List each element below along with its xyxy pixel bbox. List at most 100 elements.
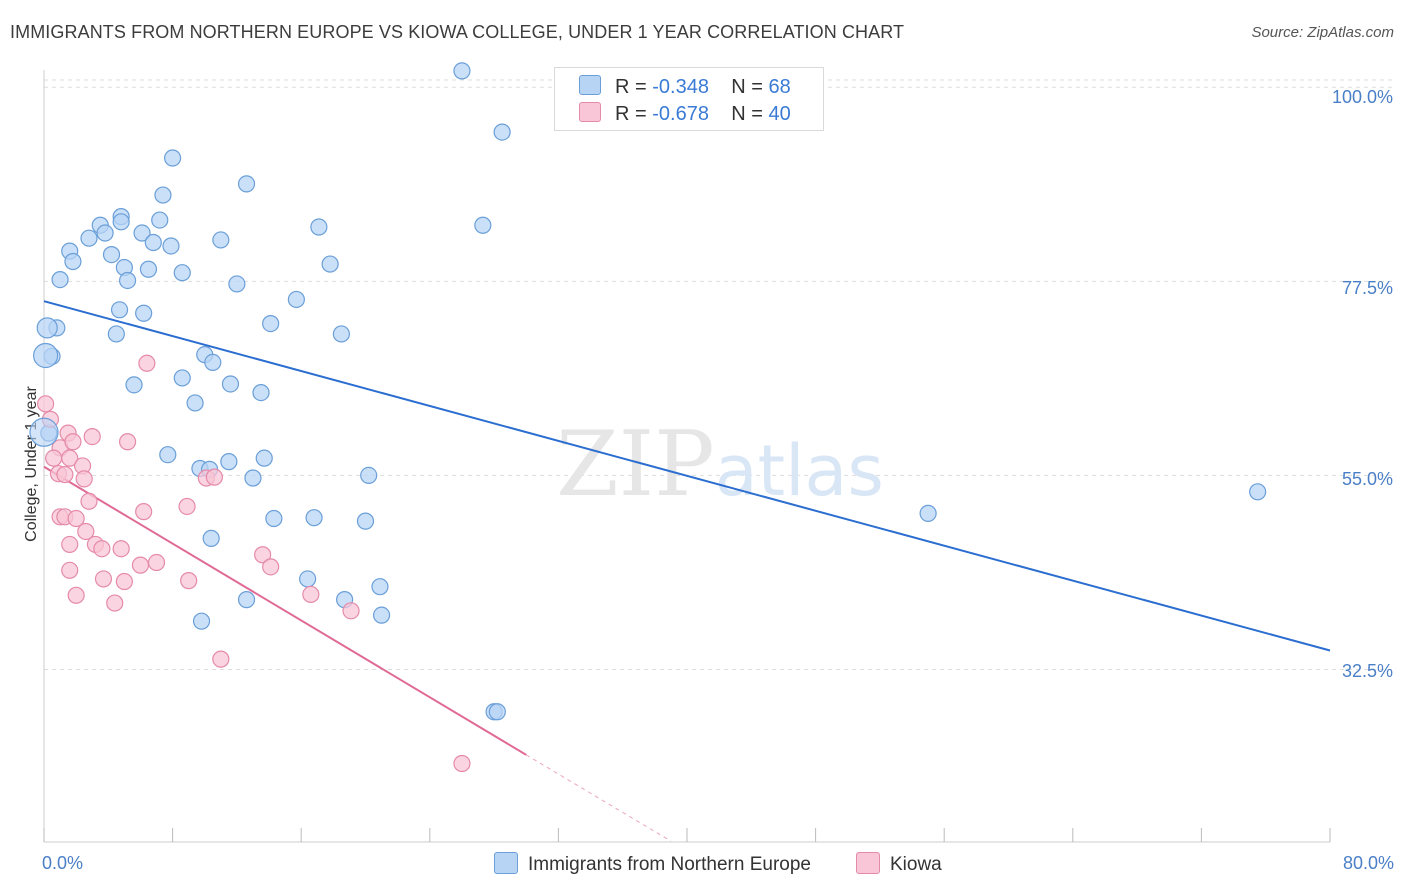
point-northern-europe bbox=[237, 591, 256, 609]
point-northern-europe bbox=[151, 211, 169, 229]
y-tick-label-32-5: 32.5% bbox=[1341, 661, 1393, 681]
point-northern-europe bbox=[186, 394, 204, 412]
point-kiowa bbox=[93, 540, 111, 558]
point-kiowa bbox=[342, 602, 360, 620]
point-northern-europe bbox=[488, 703, 506, 721]
point-northern-europe-large bbox=[33, 342, 59, 369]
point-northern-europe bbox=[202, 529, 220, 547]
pink-swatch bbox=[856, 852, 880, 874]
point-northern-europe bbox=[310, 218, 328, 236]
point-kiowa bbox=[302, 585, 320, 604]
point-kiowa bbox=[131, 556, 150, 574]
pink-swatch bbox=[579, 102, 601, 122]
series-legend: Immigrants from Northern Europe Kiowa bbox=[0, 852, 1406, 878]
legend-item-northern-europe: Immigrants from Northern Europe bbox=[494, 852, 811, 876]
point-kiowa bbox=[212, 650, 230, 668]
point-northern-europe bbox=[371, 578, 389, 596]
y-tick-label-77-5: 77.5% bbox=[1341, 278, 1393, 298]
point-northern-europe bbox=[265, 509, 283, 528]
point-kiowa bbox=[67, 586, 85, 604]
point-kiowa bbox=[77, 522, 95, 541]
point-northern-europe bbox=[372, 606, 391, 624]
point-kiowa bbox=[147, 553, 166, 572]
point-kiowa bbox=[61, 449, 79, 467]
point-northern-europe bbox=[204, 353, 222, 372]
point-northern-europe bbox=[112, 213, 130, 231]
stats-legend: R = -0.348 N = 68 R = -0.678 N = 40 bbox=[554, 67, 824, 131]
legend-item-kiowa: Kiowa bbox=[856, 852, 942, 876]
point-northern-europe bbox=[255, 449, 273, 467]
point-northern-europe bbox=[332, 325, 350, 343]
point-northern-europe bbox=[96, 224, 114, 242]
point-northern-europe bbox=[252, 384, 270, 402]
point-northern-europe bbox=[305, 509, 323, 527]
point-kiowa bbox=[135, 503, 153, 521]
x-tick-label-min: 0.0% bbox=[42, 853, 84, 873]
trendlines bbox=[43, 300, 1331, 842]
point-kiowa bbox=[138, 354, 156, 372]
watermark-atlas: atlas bbox=[715, 430, 884, 512]
point-kiowa bbox=[118, 433, 137, 451]
point-kiowa bbox=[180, 572, 198, 590]
n-value: 68 bbox=[768, 76, 791, 98]
x-tick-label-max: 80.0% bbox=[1342, 853, 1394, 873]
point-northern-europe bbox=[287, 290, 305, 309]
point-kiowa bbox=[83, 427, 101, 446]
point-northern-europe bbox=[125, 376, 143, 394]
point-northern-europe bbox=[360, 466, 378, 485]
n-label: N = bbox=[731, 76, 769, 98]
trendline-kiowa-extension bbox=[525, 754, 672, 842]
point-northern-europe bbox=[164, 149, 182, 167]
point-northern-europe bbox=[80, 229, 98, 247]
chart-title: IMMIGRANTS FROM NORTHERN EUROPE VS KIOWA… bbox=[10, 22, 905, 42]
point-kiowa bbox=[64, 433, 82, 451]
point-northern-europe bbox=[220, 453, 238, 471]
point-northern-europe-large bbox=[29, 417, 59, 447]
point-northern-europe bbox=[102, 245, 121, 264]
point-kiowa bbox=[37, 395, 55, 413]
r-label: R = bbox=[615, 103, 653, 125]
point-kiowa bbox=[453, 754, 471, 773]
r-label: R = bbox=[615, 76, 653, 98]
point-kiowa bbox=[254, 546, 272, 564]
point-northern-europe bbox=[173, 264, 191, 282]
point-northern-europe bbox=[474, 216, 492, 234]
point-northern-europe bbox=[356, 512, 375, 530]
r-value: -0.348 bbox=[652, 76, 709, 98]
legend-label: Immigrants from Northern Europe bbox=[528, 854, 811, 875]
y-tick-label-100: 100.0% bbox=[1331, 87, 1393, 107]
blue-swatch bbox=[579, 75, 601, 95]
point-northern-europe bbox=[64, 252, 82, 271]
point-northern-europe bbox=[173, 369, 191, 387]
watermark: ZIPatlas bbox=[556, 412, 884, 517]
point-northern-europe bbox=[228, 275, 246, 293]
trendline-kiowa bbox=[43, 465, 527, 756]
point-northern-europe-large bbox=[36, 317, 58, 339]
point-northern-europe bbox=[244, 469, 262, 487]
point-northern-europe bbox=[139, 260, 158, 278]
legend-label: Kiowa bbox=[890, 854, 942, 875]
point-northern-europe bbox=[493, 123, 511, 141]
point-northern-europe bbox=[212, 231, 230, 249]
point-northern-europe bbox=[135, 304, 153, 322]
point-northern-europe bbox=[144, 233, 162, 252]
y-tick-label-55: 55.0% bbox=[1341, 469, 1393, 489]
point-northern-europe bbox=[237, 175, 256, 193]
point-northern-europe bbox=[159, 446, 177, 464]
point-kiowa bbox=[75, 470, 93, 488]
point-northern-europe bbox=[919, 504, 937, 522]
n-value: 40 bbox=[768, 103, 791, 125]
point-northern-europe bbox=[154, 186, 172, 204]
r-value: -0.678 bbox=[652, 103, 709, 125]
n-label: N = bbox=[731, 103, 769, 125]
point-kiowa bbox=[61, 535, 79, 554]
point-kiowa bbox=[205, 468, 223, 486]
point-kiowa bbox=[56, 465, 74, 484]
point-northern-europe bbox=[133, 224, 151, 242]
grid-lines bbox=[44, 79, 1392, 670]
point-kiowa bbox=[80, 492, 98, 510]
point-northern-europe bbox=[118, 271, 137, 290]
point-northern-europe bbox=[321, 255, 339, 273]
point-kiowa bbox=[115, 572, 133, 591]
